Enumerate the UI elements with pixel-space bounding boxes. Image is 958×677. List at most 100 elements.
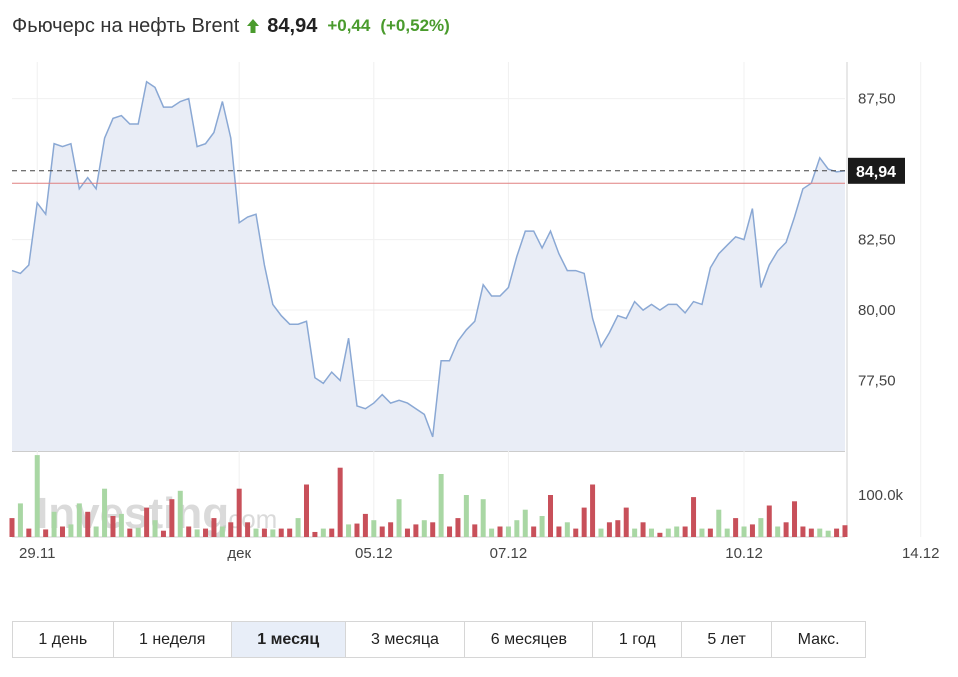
volume-bar — [135, 527, 141, 537]
volume-bar — [388, 522, 394, 537]
volume-bar — [707, 528, 713, 537]
volume-bar — [312, 531, 318, 537]
instrument-title: Фьючерс на нефть Brent — [12, 14, 240, 37]
volume-bar — [514, 520, 520, 537]
volume-bar — [169, 499, 175, 537]
volume-bar — [438, 474, 444, 537]
current-price-badge — [848, 157, 905, 184]
volume-bar — [648, 528, 654, 537]
period-tab-1d[interactable]: 1 день — [13, 622, 114, 657]
volume-bar — [211, 518, 217, 537]
volume-bar — [783, 522, 789, 537]
volume-bar — [270, 529, 276, 537]
volume-bar — [43, 529, 49, 537]
volume-bar — [539, 516, 545, 537]
period-tab-6m[interactable]: 6 месяцев — [465, 622, 594, 657]
volume-bar — [253, 528, 259, 537]
y-tick-label: 82,50 — [858, 232, 896, 249]
volume-bar — [573, 528, 579, 537]
volume-bar — [160, 530, 166, 537]
volume-bar — [186, 526, 192, 537]
volume-bar — [379, 526, 385, 537]
volume-bar — [564, 522, 570, 537]
current-price-label: 84,94 — [856, 164, 896, 181]
volume-bar — [59, 526, 65, 537]
volume-bar — [716, 509, 722, 537]
volume-bar — [177, 490, 183, 537]
period-tab-5y[interactable]: 5 лет — [682, 622, 773, 657]
volume-bar — [371, 520, 377, 537]
volume-bar — [640, 522, 646, 537]
volume-bar — [455, 518, 461, 537]
volume-bar — [598, 528, 604, 537]
price-chart[interactable]: Investing.com87,5082,5080,0077,5084,9410… — [0, 50, 958, 570]
volume-bar — [505, 526, 511, 537]
volume-bar — [295, 518, 301, 537]
x-tick-label: 05.12 — [355, 545, 393, 562]
price-change-percent: (+0,52%) — [380, 16, 450, 35]
volume-bar — [741, 526, 747, 537]
period-tab-1y[interactable]: 1 год — [593, 622, 682, 657]
volume-bar — [489, 528, 495, 537]
volume-bar — [606, 522, 612, 537]
y-tick-label: 80,00 — [858, 302, 896, 319]
volume-bar — [93, 526, 99, 537]
arrow-up-icon — [247, 19, 260, 33]
volume-bar — [34, 455, 40, 537]
volume-bar — [463, 495, 469, 537]
volume-bar — [817, 528, 823, 537]
period-tab-1m[interactable]: 1 месяц — [231, 622, 346, 657]
volume-bar — [682, 526, 688, 537]
price-change: +0,44 — [327, 16, 371, 35]
volume-bar — [808, 528, 814, 537]
volume-bar — [834, 528, 840, 537]
x-tick-label: 10.12 — [725, 545, 763, 562]
volume-bar — [9, 518, 15, 537]
volume-bar — [733, 518, 739, 537]
volume-bar — [497, 526, 503, 537]
volume-bar — [219, 526, 225, 537]
instrument-header: Фьючерс на нефть Brent 84,94 +0,44 (+0,5… — [12, 12, 450, 40]
volume-bar — [421, 520, 427, 537]
volume-bar — [531, 526, 537, 537]
price-line — [11, 80, 846, 438]
volume-bar — [413, 524, 419, 537]
volume-bar — [758, 518, 764, 537]
volume-bar — [632, 528, 638, 537]
volume-bar — [329, 528, 335, 537]
volume-bar — [623, 507, 629, 537]
volume-bar — [396, 499, 402, 537]
x-tick-label: дек — [227, 545, 251, 562]
volume-bar — [556, 526, 562, 537]
price-area-fill — [12, 81, 845, 451]
period-selector: 1 день 1 неделя 1 месяц 3 месяца 6 месяц… — [12, 621, 866, 658]
volume-bar — [699, 528, 705, 537]
volume-bar — [354, 523, 360, 537]
volume-bar — [615, 520, 621, 537]
x-tick-label: 29.11 — [19, 545, 55, 562]
volume-bar — [203, 528, 209, 537]
volume-bar — [674, 526, 680, 537]
volume-bar — [85, 511, 91, 537]
volume-bar — [127, 528, 133, 537]
volume-bar — [825, 530, 831, 537]
volume-bar — [472, 524, 478, 537]
period-tab-3m[interactable]: 3 месяца — [346, 622, 466, 657]
volume-bar — [581, 507, 587, 537]
period-tab-1w[interactable]: 1 неделя — [114, 622, 232, 657]
volume-bar — [228, 522, 234, 537]
volume-bar — [278, 528, 284, 537]
period-tab-max[interactable]: Макс. — [797, 630, 840, 648]
volume-bar — [320, 528, 326, 537]
volume-bar — [303, 484, 309, 537]
volume-bar — [724, 528, 730, 537]
volume-bar — [152, 520, 158, 537]
volume-bar — [749, 524, 755, 537]
volume-bar — [102, 488, 108, 537]
volume-bar — [522, 509, 528, 537]
volume-bar — [362, 513, 368, 537]
volume-bar — [194, 529, 200, 537]
volume-bar — [68, 524, 74, 537]
x-tick-label: 14.12 — [902, 545, 940, 562]
volume-bar — [26, 528, 32, 537]
